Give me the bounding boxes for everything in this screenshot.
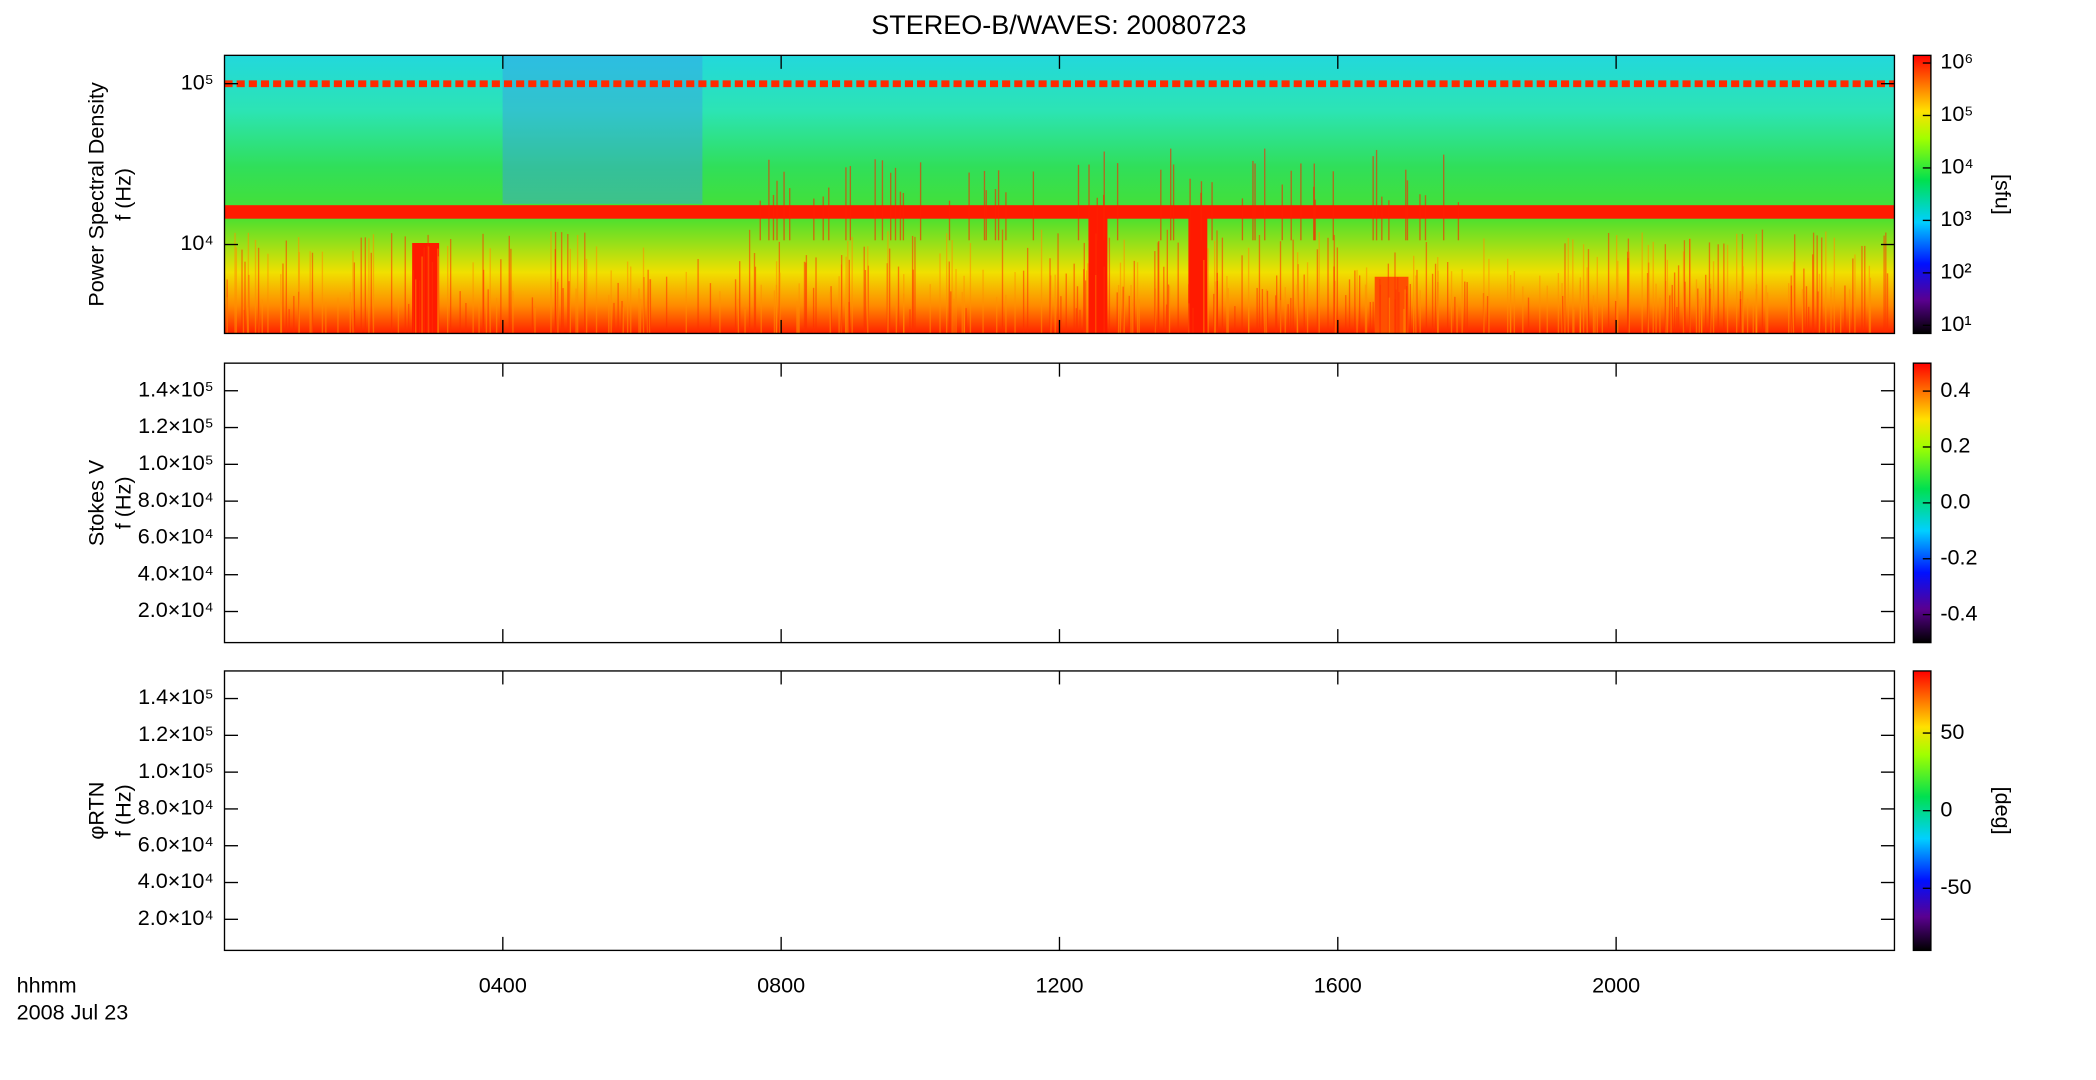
y-tick-label: 1.4×10⁵ [138, 684, 214, 709]
colorbar-tick-label: 50 [1940, 719, 1964, 744]
colorbar-tick-label: 0.0 [1940, 489, 1970, 514]
colorbar-tick-label: 0.4 [1940, 377, 1970, 402]
x-tick-label: 0800 [757, 973, 805, 998]
colorbar-tick-label: 10³ [1940, 206, 1971, 231]
colorbar-tick-label: -0.2 [1940, 544, 1977, 569]
x-tick-label: 1600 [1314, 973, 1362, 998]
y-tick-label: 6.0×10⁴ [138, 524, 214, 549]
y-tick-label: 1.4×10⁵ [138, 376, 214, 401]
y-tick-label: 4.0×10⁴ [138, 868, 214, 893]
date-label: 2008 Jul 23 [17, 1000, 129, 1025]
y-tick-label: 2.0×10⁴ [138, 597, 214, 622]
colorbar-tick-label: 10² [1940, 259, 1971, 284]
colorbar-tick-label: 10⁶ [1940, 49, 1973, 74]
spectrogram-image [224, 55, 1895, 334]
y-tick-label: 8.0×10⁴ [138, 795, 214, 820]
colorbar-label: [sfu] [1990, 174, 2015, 215]
x-axis-label: hhmm [17, 973, 77, 998]
colorbar-tick-label: -0.4 [1940, 600, 1977, 625]
y-tick-label: 4.0×10⁴ [138, 560, 214, 585]
plot-frame [223, 362, 1896, 644]
colorbar [1912, 54, 1932, 335]
colorbar-tick-label: 10⁵ [1940, 101, 1973, 126]
y-tick-label: 10⁵ [181, 69, 214, 94]
plot-frame [223, 670, 1896, 952]
figure-title: STEREO-B/WAVES: 20080723 [871, 10, 1246, 40]
y-axis-label: φRTN [83, 782, 108, 840]
colorbar-tick-label: 0.2 [1940, 433, 1970, 458]
y-tick-label: 10⁴ [180, 230, 213, 255]
colorbar-tick-label: 10¹ [1940, 311, 1971, 336]
colorbar-tick-label: 0 [1940, 796, 1952, 821]
y-axis-label: Power Spectral Density [83, 82, 108, 307]
y-axis-label: f (Hz) [110, 784, 135, 837]
colorbar-label: [deg] [1990, 787, 2015, 835]
colorbar-tick-label: -50 [1940, 874, 1971, 899]
y-tick-label: 1.2×10⁵ [138, 721, 214, 746]
y-tick-label: 1.0×10⁵ [138, 450, 214, 475]
y-axis-label: f (Hz) [110, 168, 135, 221]
x-tick-label: 2000 [1592, 973, 1640, 998]
colorbar-tick-label: 10⁴ [1940, 154, 1973, 179]
y-axis-label: Stokes V [83, 459, 108, 546]
y-tick-label: 6.0×10⁴ [138, 831, 214, 856]
x-tick-label: 1200 [1035, 973, 1083, 998]
x-tick-label: 0400 [479, 973, 527, 998]
y-tick-label: 1.0×10⁵ [138, 758, 214, 783]
y-tick-label: 1.2×10⁵ [138, 413, 214, 438]
y-tick-label: 8.0×10⁴ [138, 487, 214, 512]
y-tick-label: 2.0×10⁴ [138, 905, 214, 930]
y-axis-label: f (Hz) [110, 476, 135, 529]
